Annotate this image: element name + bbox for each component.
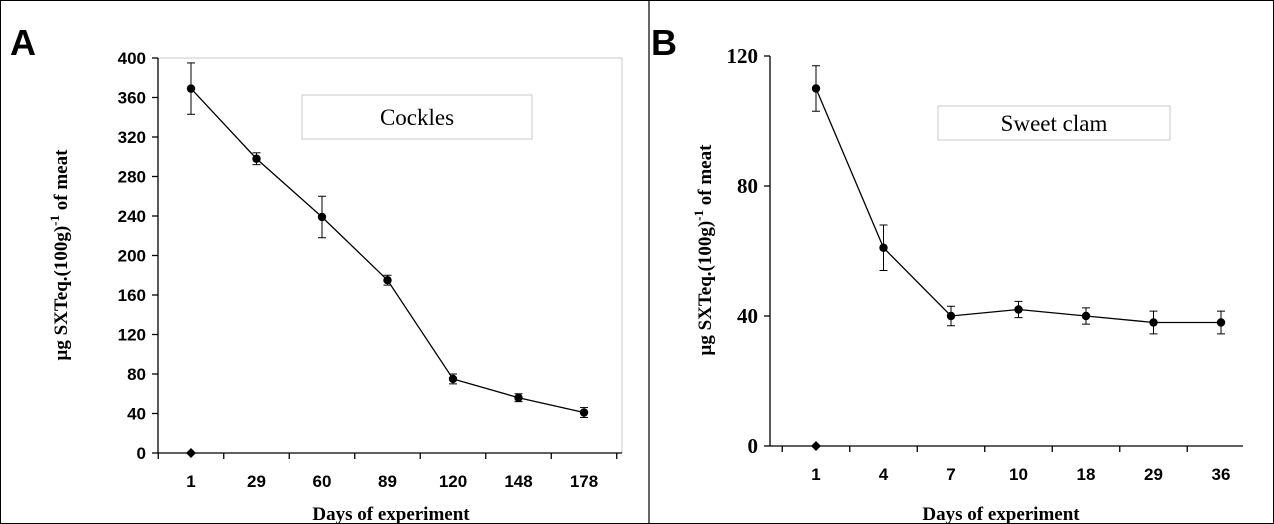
panel-a-legend-box bbox=[301, 94, 533, 140]
b-x-tick-label: 4 bbox=[879, 465, 889, 484]
a-data-point bbox=[448, 374, 458, 384]
a-y-tick-label: 40 bbox=[127, 405, 146, 424]
a-x-tick-label: 29 bbox=[247, 472, 266, 491]
panel-b: B Sweet clam Days of experiment μg SXTeq… bbox=[651, 22, 1243, 524]
a-diamond-marker bbox=[186, 448, 196, 458]
panel-a-legend-label: Cockles bbox=[380, 105, 454, 130]
b-data-point bbox=[1014, 305, 1023, 314]
b-x-tick-label: 1 bbox=[811, 465, 820, 484]
b-data-point bbox=[1149, 318, 1158, 327]
b-data-point bbox=[1081, 311, 1091, 321]
panel-a-y-axis-label: μg SXTeq.(100g)-1 of meat bbox=[47, 149, 72, 361]
a-data-point bbox=[186, 84, 196, 93]
panel-b-tick-labels: 0 40 80 120 1 4 7 10 18 29 36 bbox=[727, 44, 1231, 484]
a-y-tick-label: 320 bbox=[118, 128, 146, 147]
a-data-point bbox=[579, 408, 589, 417]
panel-a-letter: A bbox=[10, 22, 36, 63]
panel-a-axes bbox=[152, 57, 622, 459]
b-x-tick-label: 29 bbox=[1144, 465, 1163, 484]
panel-b-y-label-tail: of meat bbox=[695, 144, 716, 210]
a-x-tick-label: 60 bbox=[313, 472, 332, 491]
a-y-tick-label: 0 bbox=[137, 444, 146, 463]
a-x-tick-label: 148 bbox=[504, 472, 532, 491]
panel-a-y-label-tail: of meat bbox=[51, 149, 72, 215]
b-y-tick-label: 40 bbox=[737, 304, 758, 328]
panel-b-data bbox=[811, 65, 1226, 451]
panel-a: A Cockles Days of experiment μg SXTeq.(1… bbox=[10, 22, 623, 524]
a-y-tick-label: 400 bbox=[118, 49, 146, 68]
a-y-tick-label: 280 bbox=[118, 168, 146, 187]
panel-b-x-axis-label: Days of experiment bbox=[922, 504, 1080, 524]
b-y-tick-label: 120 bbox=[727, 44, 759, 68]
b-diamond-marker bbox=[811, 441, 821, 451]
b-data-point bbox=[811, 84, 821, 93]
panel-b-y-axis-label: μg SXTeq.(100g)-1 of meat bbox=[691, 144, 716, 356]
panel-a-data bbox=[186, 62, 589, 458]
a-data-point bbox=[252, 154, 261, 163]
a-data-point bbox=[317, 212, 327, 222]
b-data-point bbox=[946, 311, 956, 321]
b-x-tick-label: 36 bbox=[1212, 465, 1231, 484]
a-x-tick-label: 120 bbox=[439, 472, 467, 491]
panel-b-legend-box bbox=[937, 105, 1171, 141]
a-y-tick-label: 360 bbox=[118, 89, 146, 108]
panel-b-axes bbox=[764, 55, 1243, 452]
b-x-tick-label: 10 bbox=[1009, 465, 1028, 484]
a-x-tick-label: 1 bbox=[186, 472, 195, 491]
b-y-tick-label: 80 bbox=[737, 174, 758, 198]
a-y-tick-label: 80 bbox=[127, 365, 146, 384]
a-x-tick-label: 178 bbox=[570, 472, 598, 491]
panel-b-y-label-sup: -1 bbox=[691, 210, 706, 221]
a-data-point bbox=[383, 275, 392, 285]
b-data-point bbox=[1216, 318, 1226, 327]
a-y-tick-label: 160 bbox=[118, 286, 146, 305]
a-x-tick-label: 89 bbox=[378, 472, 397, 491]
panel-a-y-label-sup: -1 bbox=[47, 215, 62, 226]
panel-b-y-label-main: μg SXTeq.(100g) bbox=[695, 221, 716, 356]
panel-a-y-label-main: μg SXTeq.(100g) bbox=[51, 226, 72, 361]
panel-a-tick-labels: 0 40 80 120 160 200 240 280 320 360 400 1 29 60 89 120 1… bbox=[118, 49, 599, 491]
a-data-point bbox=[514, 393, 523, 402]
a-y-tick-label: 120 bbox=[118, 326, 146, 345]
b-x-tick-label: 7 bbox=[946, 465, 955, 484]
b-x-tick-label: 18 bbox=[1077, 465, 1096, 484]
panel-b-legend-label: Sweet clam bbox=[1001, 111, 1108, 136]
panel-a-x-axis-label: Days of experiment bbox=[312, 504, 470, 524]
a-y-tick-label: 200 bbox=[118, 247, 146, 266]
b-y-tick-label: 0 bbox=[748, 434, 759, 458]
b-data-point bbox=[879, 243, 888, 252]
a-y-tick-label: 240 bbox=[118, 207, 146, 226]
panel-b-letter: B bbox=[651, 22, 677, 63]
